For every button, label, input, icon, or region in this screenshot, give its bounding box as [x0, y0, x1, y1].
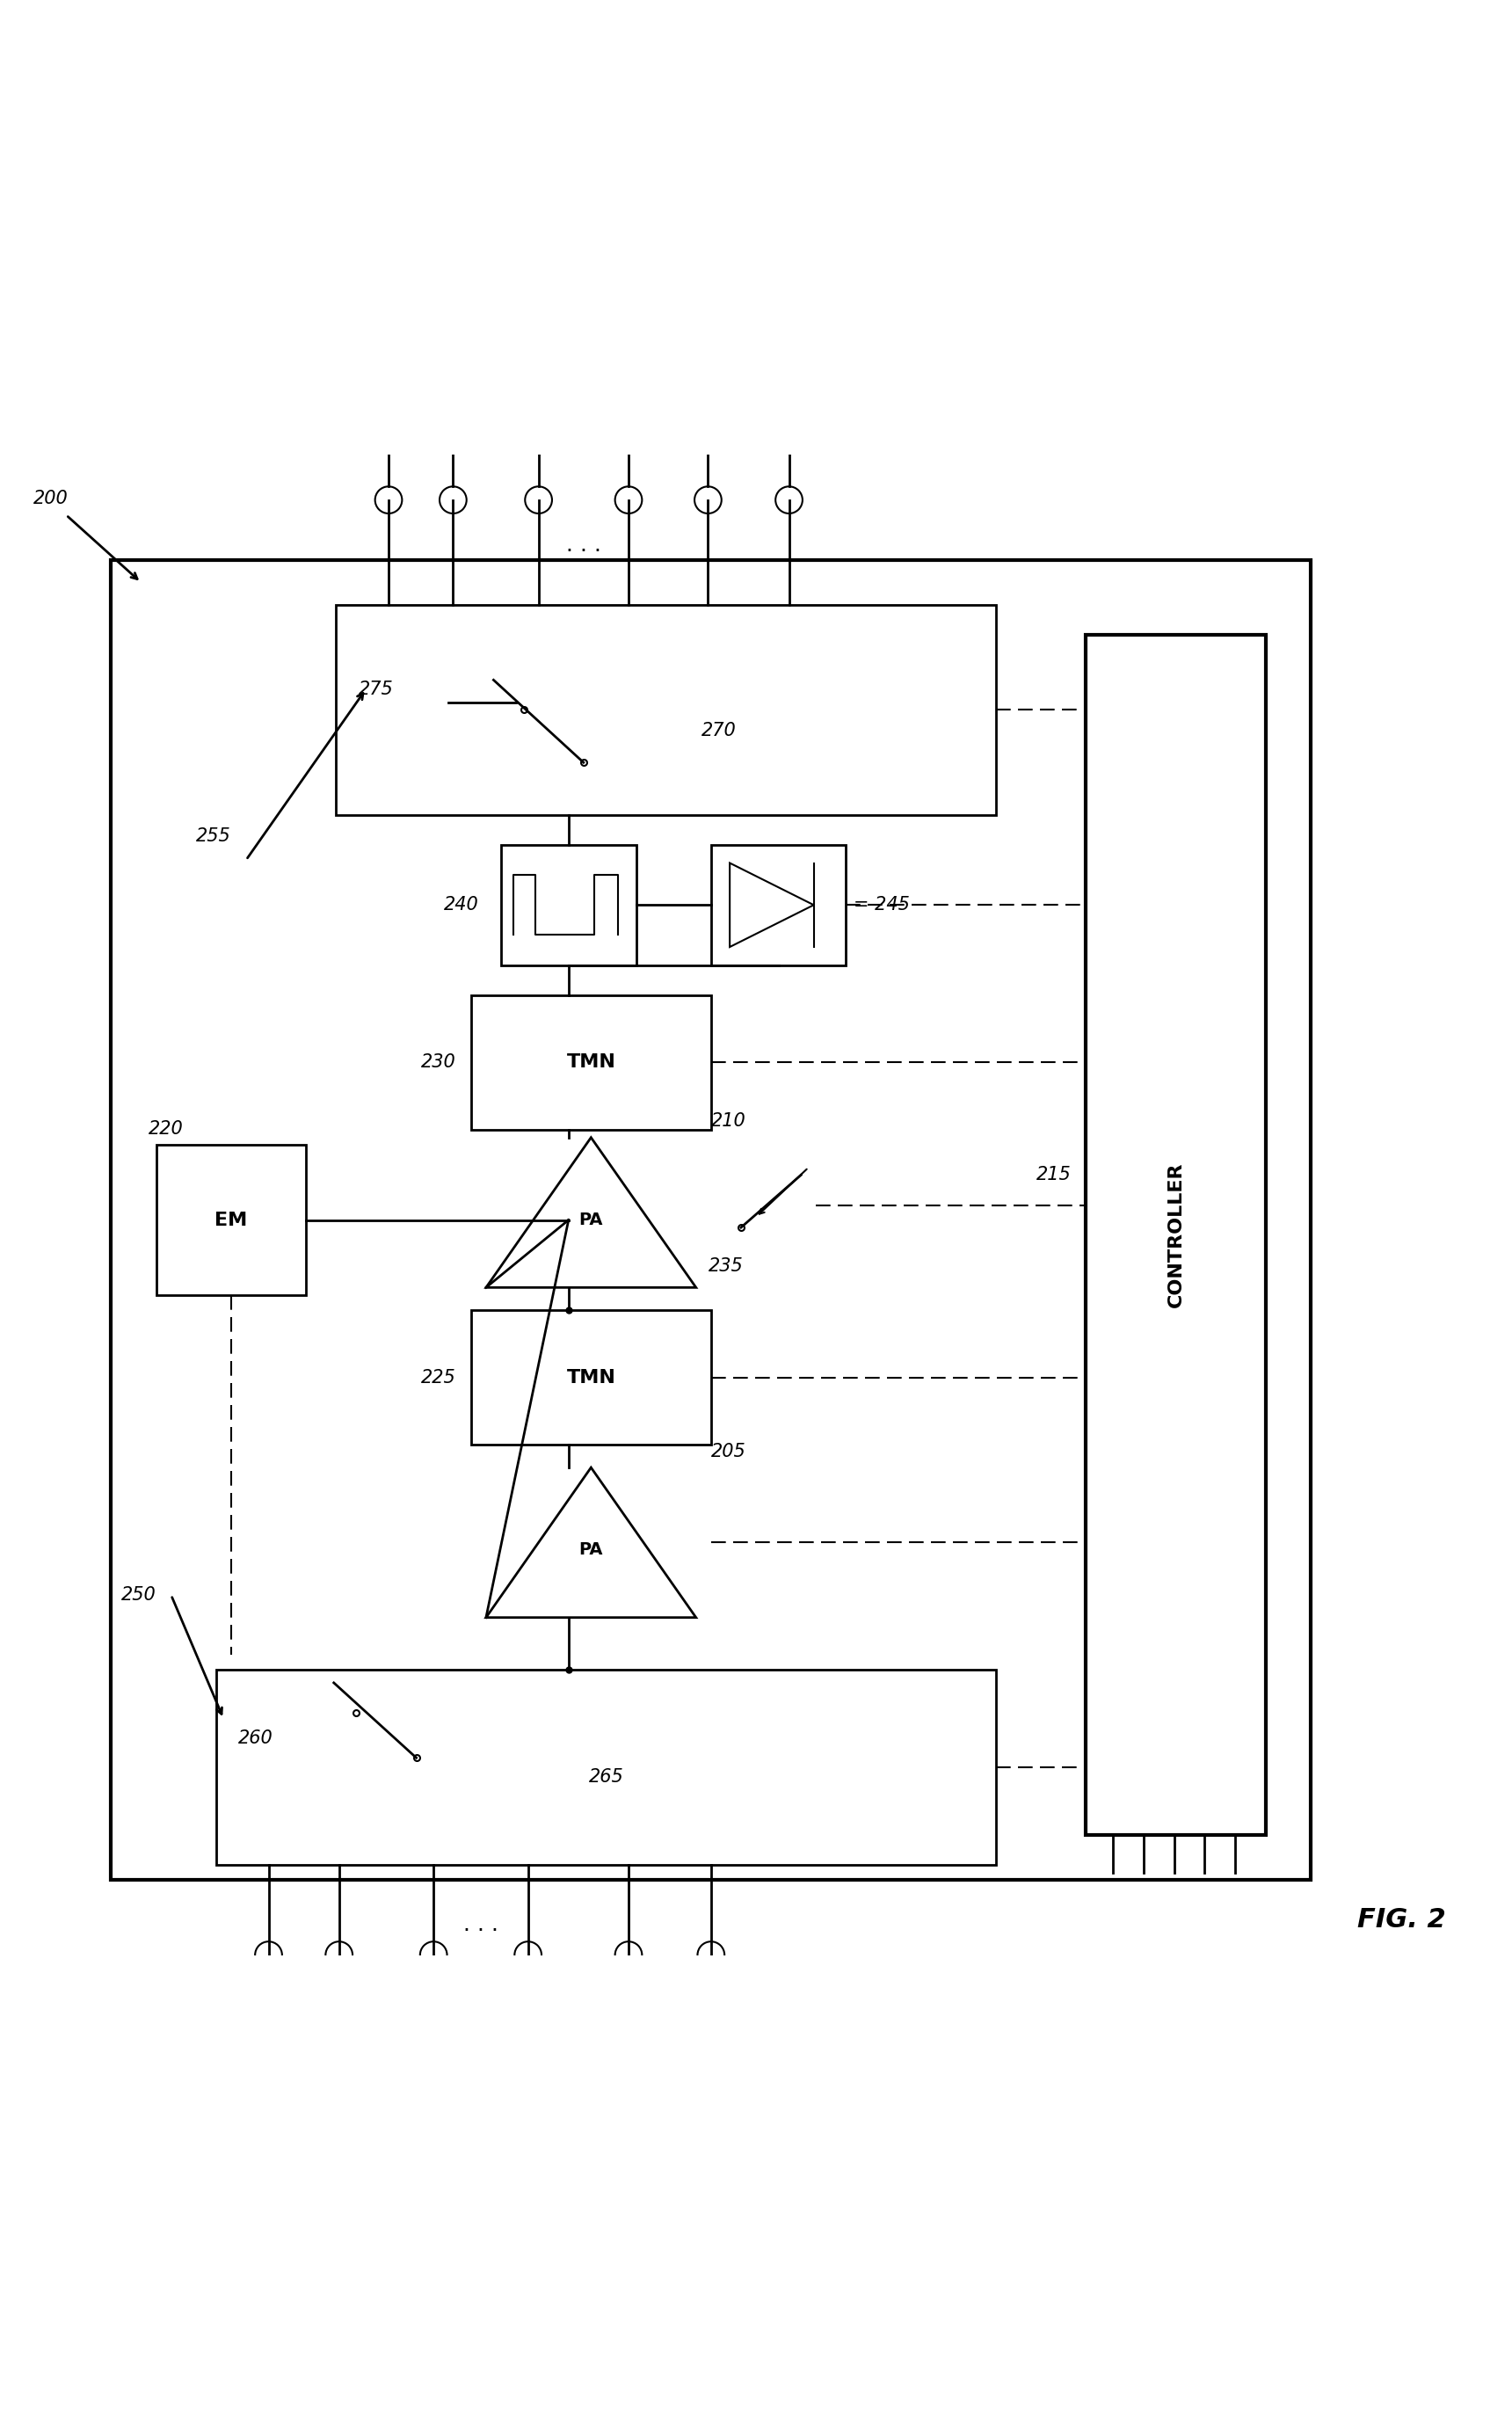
- Bar: [156, 1145, 305, 1294]
- Bar: [216, 1670, 996, 1865]
- Text: 210: 210: [711, 1113, 745, 1130]
- Text: 230: 230: [422, 1053, 457, 1072]
- Text: . . .: . . .: [565, 535, 602, 557]
- Bar: [472, 995, 711, 1130]
- Text: 255: 255: [197, 827, 231, 846]
- Text: PA: PA: [579, 1212, 603, 1229]
- Bar: [1086, 634, 1266, 1834]
- Text: FIG. 2: FIG. 2: [1358, 1906, 1445, 1933]
- Text: TMN: TMN: [567, 1053, 615, 1072]
- Text: 205: 205: [711, 1444, 745, 1460]
- Text: 250: 250: [121, 1586, 156, 1603]
- Text: 215: 215: [1036, 1166, 1070, 1183]
- Text: EM: EM: [215, 1212, 248, 1229]
- Bar: [110, 559, 1311, 1880]
- Text: = 245: = 245: [853, 897, 910, 913]
- Bar: [500, 846, 637, 964]
- Text: 275: 275: [358, 680, 393, 699]
- Bar: [336, 605, 996, 815]
- Text: 220: 220: [148, 1121, 183, 1138]
- Bar: [472, 1311, 711, 1446]
- Text: CONTROLLER: CONTROLLER: [1167, 1162, 1185, 1309]
- Text: 260: 260: [239, 1730, 274, 1747]
- Bar: [711, 846, 847, 964]
- Text: 265: 265: [588, 1769, 623, 1786]
- Text: TMN: TMN: [567, 1369, 615, 1386]
- Text: PA: PA: [579, 1542, 603, 1559]
- Text: 225: 225: [422, 1369, 457, 1386]
- Text: 200: 200: [33, 489, 68, 509]
- Text: 240: 240: [443, 897, 478, 913]
- Text: . . .: . . .: [463, 1914, 499, 1935]
- Text: 270: 270: [702, 723, 736, 740]
- Text: 235: 235: [709, 1258, 744, 1275]
